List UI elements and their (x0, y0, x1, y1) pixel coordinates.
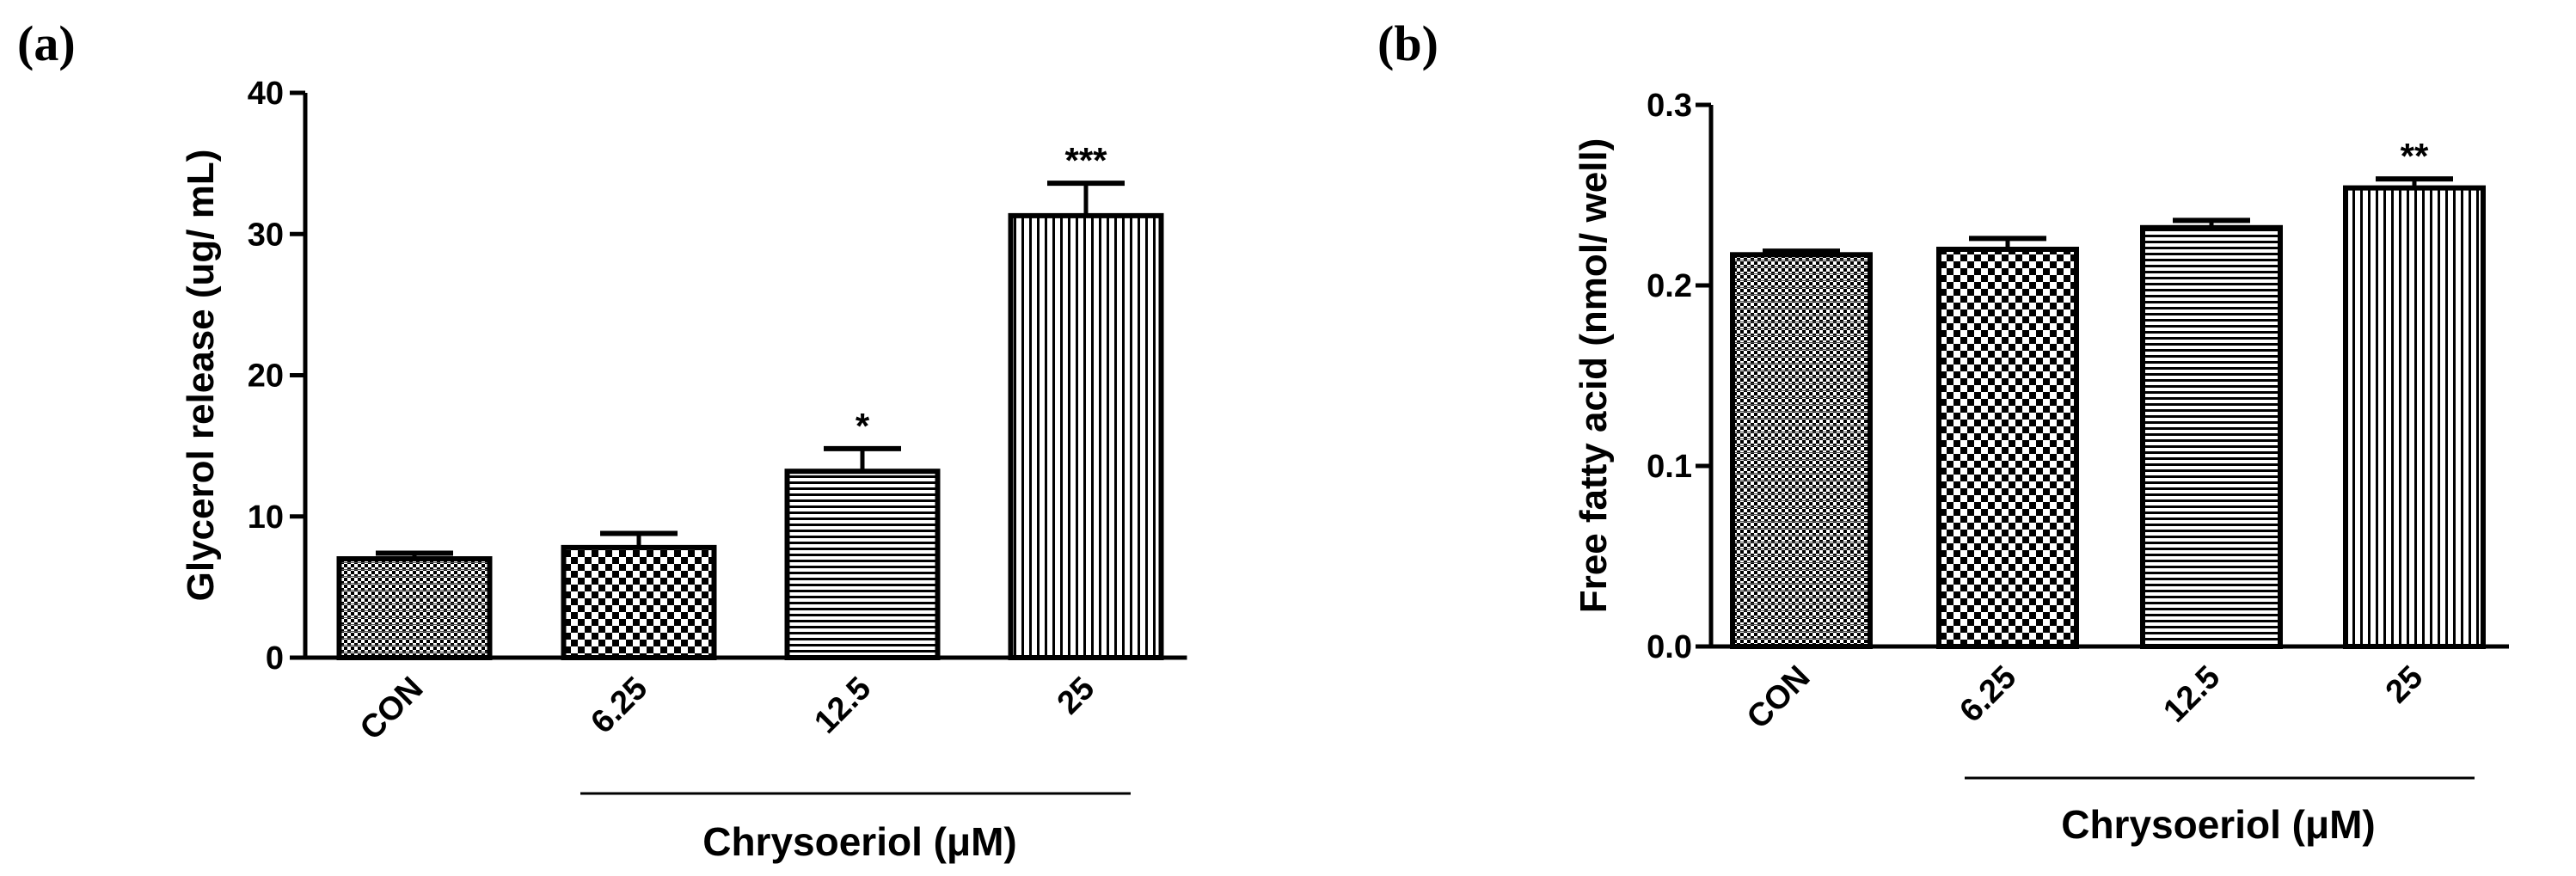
chart0-y-tick-label: 30 (248, 217, 284, 253)
chart1-x-tick-label: 12.5 (2156, 659, 2227, 730)
chart0-group-label: Chrysoeriol (μM) (702, 819, 1017, 864)
chart1-x-tick-label: 25 (2379, 659, 2431, 711)
chart0-y-tick-label: 20 (248, 358, 284, 395)
chart1-bar-2 (2140, 224, 2283, 649)
chart0-significance-label: *** (1064, 140, 1107, 181)
chart1-y-tick-label: 0.2 (1647, 268, 1692, 304)
chart1-y-tick-label: 0.0 (1647, 629, 1692, 665)
chart0-significance-label: * (856, 406, 870, 446)
chart1-significance-label: ** (2401, 136, 2429, 176)
chart1-y-tick-label: 0.3 (1647, 88, 1692, 124)
chart0-y-axis-title: Glycerol release (ug/ mL) (180, 150, 222, 602)
chart0-y-tick-label: 0 (266, 640, 284, 677)
chart1-y-tick-label: 0.1 (1647, 449, 1692, 485)
chart0-x-tick-label: 25 (1051, 671, 1102, 722)
chart1-bar-0 (1730, 252, 1873, 649)
chart1-bar-1 (1936, 247, 2079, 649)
chart0-x-tick-label: 12.5 (807, 671, 878, 741)
chart0-bar-1 (561, 544, 717, 661)
chart1-bar-3 (2343, 185, 2486, 650)
chart1-x-tick-label: CON (1740, 659, 1817, 736)
chart1-x-tick-label: 6.25 (1953, 659, 2023, 730)
chart0-x-tick-label: CON (353, 671, 430, 747)
chart0-bar-0 (336, 556, 493, 661)
chart0-panel: (a) 0 10 20 30 40 Glycerol release (ug/ mL) CON… (17, 15, 1187, 864)
chart0-panel-label: (a) (17, 15, 76, 71)
chart0-bar-2 (784, 469, 941, 660)
chart0-bar-3 (1008, 212, 1164, 660)
chart0-x-tick-label: 6.25 (584, 671, 654, 741)
chart1-y-axis-title: Free fatty acid (nmol/ well) (1573, 138, 1615, 614)
chart1-group-label: Chrysoeriol (μM) (2061, 802, 2376, 847)
chart1-panel-label: (b) (1377, 15, 1438, 71)
chart0-y-tick-label: 10 (248, 499, 284, 536)
chart1-panel: (b) 0.0 0.1 0.2 0.3 Free fatty acid (nmol/ we… (1377, 15, 2509, 847)
chart0-y-tick-label: 40 (248, 76, 284, 112)
